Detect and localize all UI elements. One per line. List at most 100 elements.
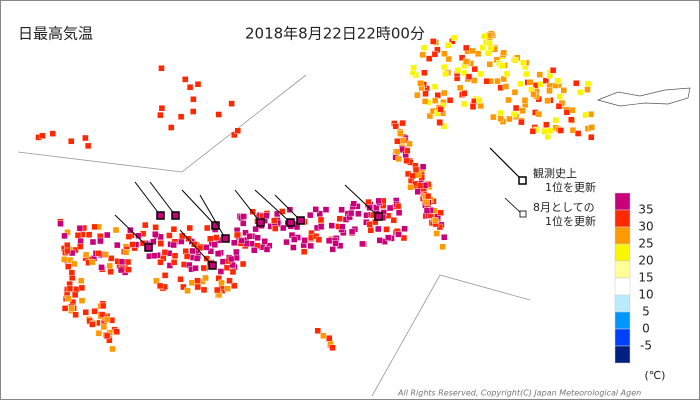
station [322,206,330,213]
station [118,258,126,265]
station [412,166,420,174]
station [569,107,576,114]
station [314,327,321,334]
station [39,132,46,140]
station [74,232,82,239]
station [114,241,121,249]
station [395,209,403,217]
station [263,246,271,253]
station [450,34,458,41]
station [64,242,71,249]
station [211,241,218,249]
station [445,42,452,49]
station [73,286,80,293]
station [458,54,466,61]
station [436,119,443,126]
station [400,234,408,242]
map-title: 日最高気温 [18,25,93,43]
station [417,80,424,87]
station [229,268,237,276]
station [291,236,298,243]
station [470,77,478,84]
station [401,225,408,233]
legend-label: 8月としての [533,201,595,214]
station [66,285,74,292]
station [158,65,165,72]
station [76,225,84,232]
station [95,330,103,337]
station [317,223,325,230]
station [207,248,215,255]
scale-label: 5 [642,305,650,319]
station [64,247,71,255]
station [212,234,220,241]
station [233,254,240,262]
station [497,115,504,122]
station [200,264,208,272]
station [521,97,529,104]
station [419,51,426,58]
scale-band [614,277,631,296]
station [188,279,196,286]
station [474,50,482,57]
scale-label: 20 [638,254,653,268]
station [441,50,448,57]
station [234,231,242,239]
station [490,113,497,121]
station [527,79,534,86]
station [68,305,75,312]
legend-line [504,197,523,215]
station [437,105,444,113]
station [446,97,454,104]
station [307,242,314,250]
station [261,238,268,245]
station [67,138,75,145]
station [124,258,132,266]
station [348,228,356,235]
station [108,255,115,262]
station [161,272,169,279]
station [529,128,537,135]
station [544,133,551,141]
record-line [254,189,291,223]
record-line [134,181,161,216]
station [574,130,582,137]
station [573,79,580,87]
station [503,70,511,78]
station [78,297,86,304]
station [494,77,501,85]
station [89,238,97,246]
station [125,266,132,273]
station [317,216,325,224]
record-line [181,189,216,226]
station [393,148,401,155]
station [419,163,427,171]
station [416,182,424,190]
station [424,192,432,200]
station [300,248,308,255]
station [178,238,185,245]
station [280,224,287,232]
station [64,295,72,302]
station [177,276,184,283]
station [263,212,270,220]
station [99,302,107,310]
station [390,217,397,224]
station [499,62,506,69]
station [290,244,297,251]
station [107,268,114,275]
station [432,217,439,224]
record-line [274,194,301,221]
station [476,97,483,104]
station [61,256,68,263]
station [376,237,383,244]
station [403,157,410,164]
scale-band [614,328,631,347]
scale-band [614,345,631,364]
station [89,258,96,266]
station [184,287,191,294]
scale-label: 35 [638,203,653,217]
station [177,113,185,120]
station [91,308,98,315]
station [406,140,413,148]
